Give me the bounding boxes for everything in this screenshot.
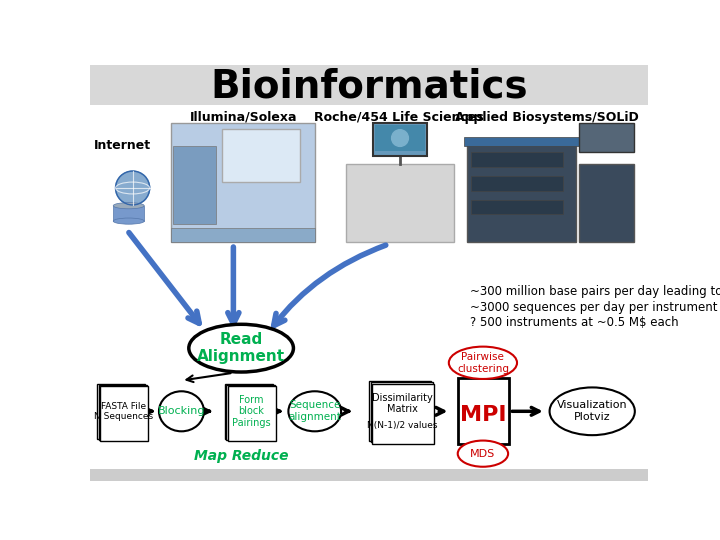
Text: MPI: MPI [459,405,506,425]
FancyBboxPatch shape [228,386,276,441]
Text: Read
Alignment: Read Alignment [197,332,285,365]
FancyBboxPatch shape [579,123,634,152]
Text: Sequence
alignment: Sequence alignment [288,401,341,422]
Circle shape [392,130,408,146]
Ellipse shape [189,325,294,372]
Ellipse shape [113,218,144,224]
Text: MDS: MDS [470,449,495,458]
FancyBboxPatch shape [97,383,145,439]
Ellipse shape [549,387,635,435]
FancyBboxPatch shape [171,227,315,242]
FancyBboxPatch shape [458,378,508,444]
Circle shape [116,171,150,205]
FancyBboxPatch shape [90,65,648,105]
FancyBboxPatch shape [100,386,148,441]
FancyBboxPatch shape [90,469,648,481]
Text: N(N-1)/2 values: N(N-1)/2 values [367,421,438,430]
FancyBboxPatch shape [472,176,563,191]
FancyBboxPatch shape [99,384,147,440]
FancyBboxPatch shape [467,140,576,242]
FancyBboxPatch shape [346,164,454,242]
Text: Pairwise
clustering: Pairwise clustering [457,352,509,374]
Text: FASTA File
N Sequences: FASTA File N Sequences [94,402,153,421]
Text: ? 500 instruments at ~0.5 M$ each: ? 500 instruments at ~0.5 M$ each [469,316,678,329]
FancyBboxPatch shape [472,200,563,214]
FancyBboxPatch shape [171,123,315,242]
Text: Internet: Internet [94,139,151,152]
FancyBboxPatch shape [372,383,434,444]
Text: ~300 million base pairs per day leading to: ~300 million base pairs per day leading … [469,286,720,299]
FancyBboxPatch shape [472,152,563,167]
Ellipse shape [289,392,341,431]
Ellipse shape [159,392,204,431]
FancyBboxPatch shape [371,382,433,442]
Text: Blocking: Blocking [158,406,205,416]
Text: Visualization
Plotviz: Visualization Plotviz [557,401,628,422]
FancyBboxPatch shape [173,146,216,224]
FancyBboxPatch shape [227,384,274,440]
Ellipse shape [113,202,144,209]
FancyBboxPatch shape [90,105,648,481]
FancyBboxPatch shape [222,129,300,182]
Text: Map Reduce: Map Reduce [194,449,289,463]
Text: Applied Biosystems/SOLiD: Applied Biosystems/SOLiD [455,111,639,124]
Text: Bioinformatics: Bioinformatics [210,68,528,105]
Text: Roche/454 Life Sciences: Roche/454 Life Sciences [314,111,483,124]
FancyBboxPatch shape [369,381,431,441]
Ellipse shape [458,441,508,467]
Text: Form
block
Pairings: Form block Pairings [232,395,271,428]
FancyBboxPatch shape [373,123,427,156]
Text: ~3000 sequences per day per instrument: ~3000 sequences per day per instrument [469,301,717,314]
FancyBboxPatch shape [113,206,144,221]
FancyBboxPatch shape [375,125,425,151]
FancyBboxPatch shape [579,164,634,242]
Ellipse shape [449,347,517,379]
FancyBboxPatch shape [225,383,273,439]
FancyBboxPatch shape [464,137,588,146]
Text: Dissimilarity
Matrix: Dissimilarity Matrix [372,393,433,414]
Text: Illumina/Solexa: Illumina/Solexa [189,111,297,124]
